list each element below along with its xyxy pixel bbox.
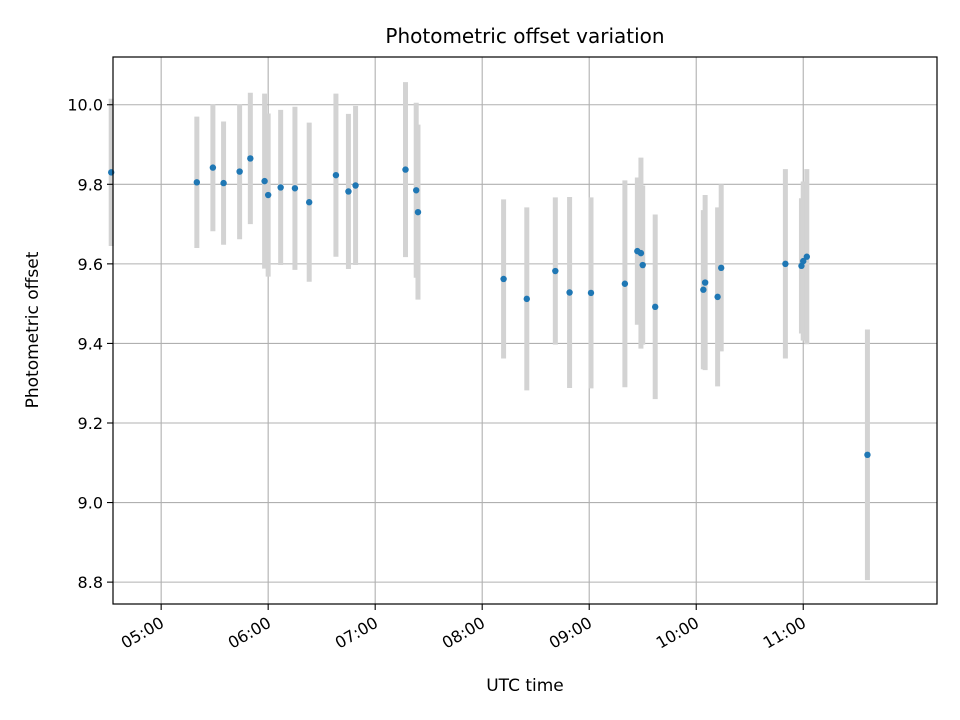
- y-tick-label: 8.8: [78, 573, 103, 592]
- x-axis-label: UTC time: [486, 676, 564, 696]
- data-point: [291, 185, 299, 192]
- data-point: [277, 184, 284, 191]
- data-point: [587, 289, 595, 297]
- data-point: [637, 249, 645, 257]
- data-point: [782, 260, 789, 268]
- data-point: [803, 253, 811, 260]
- data-point: [332, 171, 340, 179]
- data-point: [402, 166, 409, 173]
- y-axis-label: Photometric offset: [23, 251, 43, 408]
- data-point: [236, 168, 243, 175]
- data-point: [220, 179, 227, 187]
- data-point: [414, 208, 422, 216]
- data-point: [714, 293, 721, 301]
- data-point: [264, 191, 272, 199]
- data-point: [413, 187, 420, 194]
- data-points: [108, 155, 871, 459]
- y-axis: 8.8 9.0 9.2 9.4 9.6 9.8 10.0: [67, 96, 113, 592]
- data-point: [193, 179, 201, 186]
- y-tick-label: 10.0: [67, 96, 103, 115]
- data-point: [800, 257, 807, 265]
- data-point: [864, 451, 871, 459]
- y-tick-label: 9.4: [78, 334, 103, 353]
- data-point: [701, 279, 709, 286]
- data-point: [552, 267, 559, 275]
- plot-frame: [112, 56, 938, 605]
- data-point: [500, 275, 507, 283]
- data-point: [717, 264, 725, 272]
- data-point: [621, 280, 629, 287]
- data-point: [209, 164, 217, 171]
- data-point: [700, 286, 707, 293]
- data-point: [261, 177, 268, 185]
- y-tick-label: 9.8: [78, 175, 103, 194]
- data-point: [247, 155, 254, 162]
- data-point: [566, 289, 573, 296]
- data-point: [305, 199, 313, 206]
- chart-title: Photometric offset variation: [385, 24, 664, 48]
- data-point: [345, 188, 352, 195]
- data-point: [639, 261, 646, 269]
- data-point: [651, 303, 659, 311]
- y-tick-label: 9.6: [78, 255, 103, 274]
- y-tick-label: 9.0: [78, 494, 103, 513]
- data-point: [523, 295, 530, 303]
- y-tick-label: 9.2: [78, 414, 103, 433]
- data-point: [352, 182, 359, 189]
